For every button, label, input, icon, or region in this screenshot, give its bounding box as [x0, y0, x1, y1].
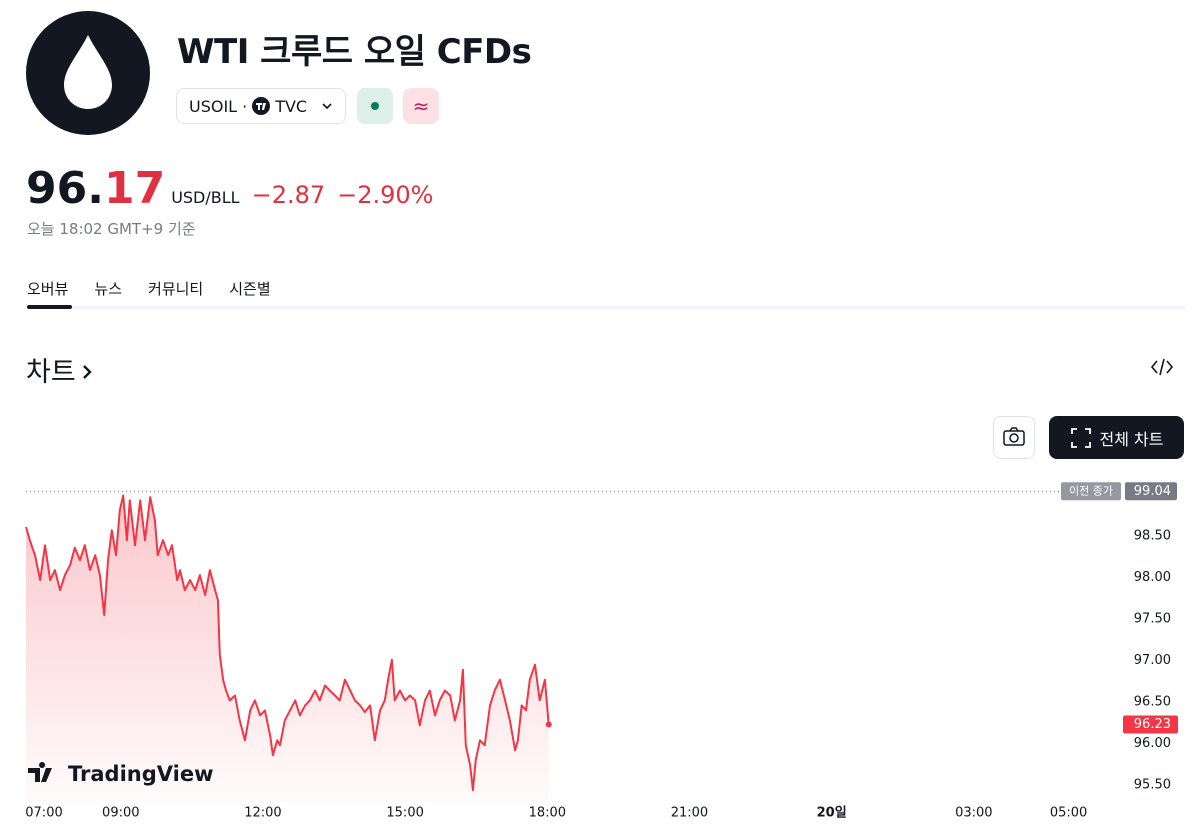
x-tick-label: 03:00	[955, 806, 992, 821]
exchange: TVC	[275, 96, 308, 116]
watermark-text: TradingView	[68, 762, 213, 786]
tab[interactable]: 커뮤니티	[148, 280, 204, 298]
separator: ·	[242, 96, 248, 116]
prev-close-tag	[1061, 482, 1121, 501]
last-point	[545, 721, 552, 728]
area-fill	[26, 495, 549, 802]
price-change-pct: −2.90%	[337, 181, 434, 209]
symbol: USOIL	[189, 96, 238, 116]
section-title[interactable]: 차트	[26, 350, 96, 389]
tab[interactable]: 시즌별	[229, 280, 271, 298]
embed-icon[interactable]	[1150, 356, 1174, 378]
x-tick-label: 18:00	[529, 806, 566, 821]
x-tick-label: 12:00	[244, 806, 281, 821]
symbol-chip[interactable]: USOIL · TVC	[176, 88, 346, 124]
section-title-text: 차트	[26, 357, 76, 388]
chevron-right	[82, 365, 92, 379]
price-change: −2.87	[251, 181, 326, 209]
y-tick-label: 98.50	[1134, 529, 1171, 544]
watermark-logo	[28, 762, 52, 782]
market-status[interactable]	[357, 88, 393, 124]
prev-close-value-tag	[1125, 482, 1177, 501]
chart: 95.50 96.00 96.50 97.00 97.50 98.00 98.50 07:00…	[25, 482, 1178, 821]
symbol-title: WTI 크루드 오일 CFDs	[177, 32, 532, 72]
y-tick-label: 96.00	[1134, 736, 1171, 751]
y-tick-label: 98.00	[1134, 570, 1171, 585]
x-tick-label: 09:00	[102, 806, 139, 821]
price-main: 96.	[26, 163, 104, 214]
y-tick-label: 97.50	[1134, 612, 1171, 627]
logo	[26, 11, 150, 135]
x-tick-label: 07:00	[25, 806, 62, 821]
exchange-icon	[252, 97, 271, 115]
tab-indicator	[27, 305, 72, 309]
x-tick-label: 20일	[817, 806, 847, 821]
last-value-tag	[1123, 715, 1178, 734]
y-tick-label: 96.50	[1134, 695, 1171, 710]
prev-close-value: 99.04	[1134, 484, 1171, 499]
tab[interactable]: 오버뷰	[27, 280, 69, 298]
fullscreen-icon	[1070, 427, 1091, 448]
full-chart-button[interactable]: 전체 차트	[1049, 416, 1184, 459]
tabs: 오버뷰 뉴스 커뮤니티 시즌별	[27, 278, 271, 299]
x-tick-label: 15:00	[386, 806, 423, 821]
timestamp: 오늘 18:02 GMT+9 기준	[27, 220, 196, 238]
x-tick-label: 05:00	[1050, 806, 1087, 821]
price-tail: 17	[103, 163, 166, 214]
chevron-down	[322, 103, 332, 110]
price-line	[25, 494, 550, 792]
last-value-label: 96.23	[1134, 717, 1171, 732]
cfd-badge[interactable]: ≈	[403, 88, 439, 124]
price-block: 96. 17 USD/BLL −2.87 −2.90%	[26, 163, 433, 214]
tab[interactable]: 뉴스	[94, 280, 123, 298]
y-tick-label: 95.50	[1134, 778, 1171, 793]
camera-icon	[1003, 427, 1025, 446]
price-unit: USD/BLL	[171, 188, 240, 207]
y-tick-label: 97.00	[1134, 653, 1171, 668]
snapshot-button[interactable]	[993, 416, 1035, 459]
watermark: TradingView	[28, 762, 213, 786]
x-tick-label: 21:00	[671, 806, 708, 821]
prev-close-label: 이전 종가	[1069, 484, 1113, 497]
tab-divider	[27, 306, 1185, 309]
full-chart-label: 전체 차트	[1099, 429, 1164, 449]
